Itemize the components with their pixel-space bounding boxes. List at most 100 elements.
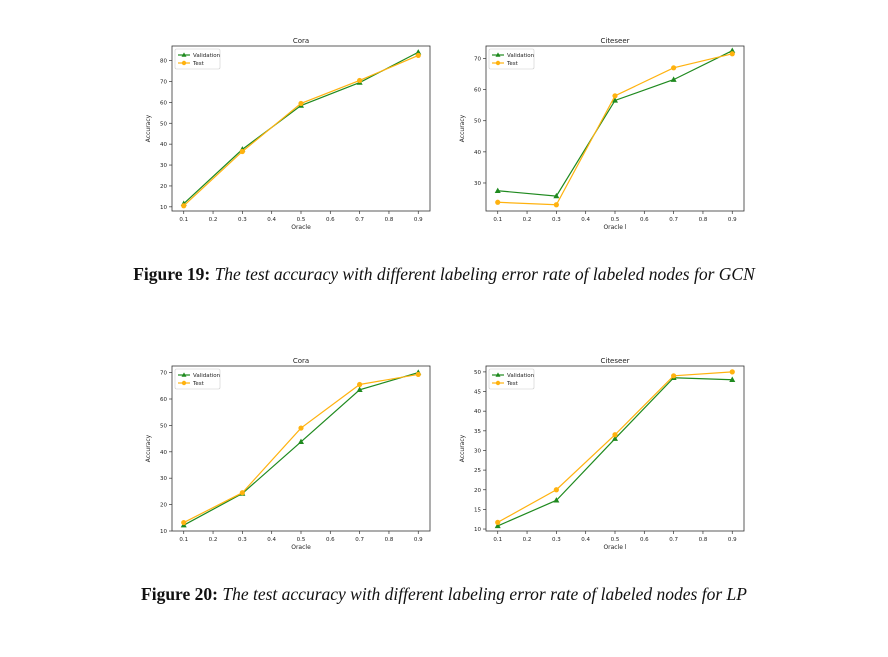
test-point xyxy=(239,490,245,496)
legend-label: Validation xyxy=(193,53,221,59)
x-tick-label: 0.8 xyxy=(385,217,394,223)
y-tick-label: 20 xyxy=(474,488,481,494)
test-line xyxy=(183,54,419,207)
chart-title: Cora xyxy=(293,357,309,365)
figure-text: The test accuracy with different labelin… xyxy=(222,584,747,604)
legend: Validation Test xyxy=(488,368,535,390)
x-tick-label: 0.2 xyxy=(523,217,532,223)
test-point xyxy=(553,487,559,493)
test-point xyxy=(298,425,304,431)
validation-point xyxy=(670,76,677,82)
x-tick-label: 0.5 xyxy=(297,217,306,223)
x-tick-label: 0.9 xyxy=(728,537,737,543)
y-tick-label: 30 xyxy=(160,163,167,169)
x-tick-label: 0.6 xyxy=(640,217,649,223)
x-tick-label: 0.3 xyxy=(552,217,561,223)
y-tick-label: 50 xyxy=(160,121,167,127)
x-axis-label: Oracle l xyxy=(603,224,626,231)
y-axis-label: Accuracy xyxy=(459,434,466,462)
x-tick-label: 0.1 xyxy=(179,537,188,543)
legend-label: Validation xyxy=(507,53,535,59)
test-point xyxy=(357,381,363,388)
y-tick-label: 30 xyxy=(474,448,481,454)
test-line xyxy=(497,371,733,523)
y-tick-label: 20 xyxy=(160,184,167,190)
y-tick-label: 60 xyxy=(474,88,481,94)
figure-text: The test accuracy with different labelin… xyxy=(214,264,755,284)
test-point xyxy=(729,369,735,375)
x-tick-label: 0.7 xyxy=(355,537,364,543)
y-tick-label: 40 xyxy=(474,150,481,156)
test-point xyxy=(239,148,245,155)
x-axis-label: Oracle xyxy=(291,224,311,231)
plot-frame xyxy=(171,365,431,532)
y-tick-label: 80 xyxy=(160,59,167,65)
legend: Validation Test xyxy=(174,368,221,390)
validation-point xyxy=(612,97,618,103)
legend-swatch-marker xyxy=(181,52,187,57)
y-tick-label: 30 xyxy=(160,476,167,482)
y-tick-label: 20 xyxy=(160,503,167,509)
x-tick-label: 0.2 xyxy=(523,537,532,543)
legend-swatch-marker xyxy=(181,372,187,377)
x-tick-label: 0.8 xyxy=(699,537,708,543)
x-tick-label: 0.2 xyxy=(209,217,218,223)
test-point xyxy=(495,199,501,205)
x-tick-label: 0.4 xyxy=(267,217,276,223)
validation-point xyxy=(356,386,363,392)
test-point xyxy=(357,77,363,84)
legend-swatch-marker xyxy=(495,52,501,57)
legend-label: Test xyxy=(506,381,519,387)
x-tick-label: 0.5 xyxy=(297,537,306,543)
legend-swatch-marker xyxy=(181,380,187,386)
y-tick-label: 40 xyxy=(160,450,167,456)
y-tick-label: 45 xyxy=(474,390,481,396)
figure-19-caption: Figure 19: The test accuracy with differ… xyxy=(0,264,888,285)
x-tick-label: 0.2 xyxy=(209,537,218,543)
test-point xyxy=(729,51,735,57)
figure-20-caption: Figure 20: The test accuracy with differ… xyxy=(0,584,888,605)
x-tick-label: 0.6 xyxy=(326,537,335,543)
x-tick-label: 0.5 xyxy=(611,217,620,223)
test-line xyxy=(497,53,733,206)
test-line xyxy=(183,373,419,524)
legend-swatch-marker xyxy=(495,60,501,66)
test-point xyxy=(553,202,559,208)
x-tick-label: 0.9 xyxy=(414,217,423,223)
y-tick-label: 50 xyxy=(474,370,481,376)
legend-label: Validation xyxy=(507,373,535,379)
x-tick-label: 0.1 xyxy=(493,537,502,543)
x-tick-label: 0.1 xyxy=(493,217,502,223)
x-tick-label: 0.7 xyxy=(355,217,364,223)
y-tick-label: 60 xyxy=(160,100,167,106)
y-tick-label: 35 xyxy=(474,429,481,435)
plot-frame xyxy=(171,45,431,212)
y-tick-label: 50 xyxy=(474,119,481,125)
x-tick-label: 0.1 xyxy=(179,217,188,223)
test-point xyxy=(181,203,187,209)
legend-swatch-marker xyxy=(495,380,501,386)
chart-lp-cora: Cora 0.1 0.2 0.3 0.4 0.5 0.6 0.7 0.8 0.9 10 20 30 40 5… xyxy=(145,357,431,551)
x-tick-label: 0.7 xyxy=(669,217,678,223)
test-point xyxy=(298,100,304,107)
y-tick-label: 70 xyxy=(474,56,481,62)
validation-point xyxy=(494,522,501,529)
y-tick-label: 10 xyxy=(160,529,167,535)
y-tick-label: 10 xyxy=(474,527,481,533)
x-tick-label: 0.9 xyxy=(414,537,423,543)
figure-label: Figure 20: xyxy=(141,584,218,604)
legend-box xyxy=(174,368,221,390)
validation-point xyxy=(553,192,560,199)
chart-gcn-cora: Cora 0.1 0.2 0.3 0.4 0.5 0.6 0.7 0.8 0.9 10 20 30 40 5… xyxy=(145,37,431,231)
y-tick-label: 10 xyxy=(160,205,167,211)
test-point xyxy=(671,373,677,379)
y-tick-label: 40 xyxy=(160,142,167,148)
x-axis-label: Oracle xyxy=(291,544,311,551)
x-tick-label: 0.3 xyxy=(238,217,247,223)
y-tick-label: 30 xyxy=(474,181,481,187)
y-tick-label: 25 xyxy=(474,468,481,474)
y-tick-label: 70 xyxy=(160,80,167,86)
y-tick-label: 15 xyxy=(474,507,481,513)
x-axis-label: Oracle l xyxy=(603,544,626,551)
validation-point xyxy=(415,49,422,55)
